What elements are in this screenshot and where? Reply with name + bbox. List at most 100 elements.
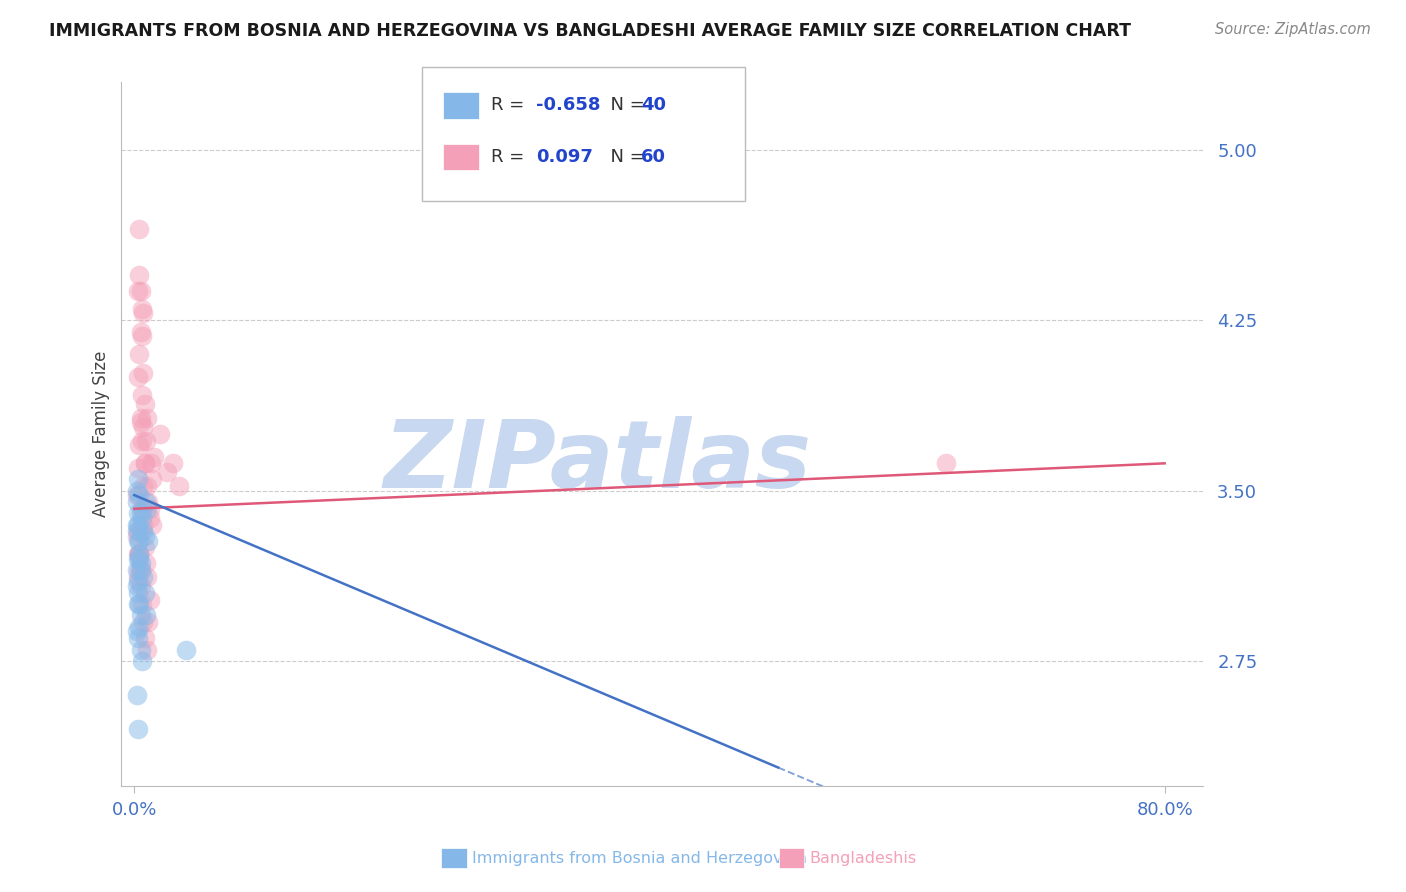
Point [125, 563, 148, 577]
Point [131, 597, 153, 611]
Point [139, 511, 162, 525]
Point [131, 654, 153, 668]
Point [132, 366, 155, 380]
Point [138, 495, 160, 509]
Point [125, 624, 148, 639]
Text: Source: ZipAtlas.com: Source: ZipAtlas.com [1215, 22, 1371, 37]
Point [141, 517, 163, 532]
Point [127, 524, 149, 539]
Point [132, 517, 155, 532]
Text: Immigrants from Bosnia and Herzegovina: Immigrants from Bosnia and Herzegovina [472, 851, 807, 865]
Point [134, 631, 156, 645]
Point [127, 517, 149, 532]
Point [141, 472, 163, 486]
Point [138, 533, 160, 548]
Point [125, 579, 148, 593]
Point [129, 325, 152, 339]
Text: IMMIGRANTS FROM BOSNIA AND HERZEGOVINA VS BANGLADESHI AVERAGE FAMILY SIZE CORREL: IMMIGRANTS FROM BOSNIA AND HERZEGOVINA V… [49, 22, 1132, 40]
Point [129, 416, 152, 430]
Point [125, 529, 148, 543]
Point [129, 524, 152, 539]
Point [129, 579, 152, 593]
Point [129, 556, 152, 570]
Point [131, 388, 153, 402]
Point [139, 592, 162, 607]
Point [127, 461, 149, 475]
Point [125, 483, 148, 498]
Y-axis label: Average Family Size: Average Family Size [93, 351, 110, 517]
Point [134, 456, 156, 470]
Point [132, 306, 155, 320]
Point [134, 456, 156, 470]
Point [136, 411, 159, 425]
Point [128, 533, 150, 548]
Point [136, 570, 159, 584]
Point [131, 501, 153, 516]
Point [125, 517, 148, 532]
Point [132, 479, 155, 493]
Point [127, 586, 149, 600]
Text: N =: N = [599, 96, 651, 114]
Point [136, 479, 159, 493]
Point [135, 556, 157, 570]
Point [129, 411, 152, 425]
Point [127, 472, 149, 486]
Text: 0.097: 0.097 [536, 148, 592, 166]
Point [129, 608, 152, 623]
Point [138, 615, 160, 630]
Point [128, 597, 150, 611]
Point [127, 506, 149, 520]
Point [135, 434, 157, 448]
Point [139, 456, 162, 470]
Point [127, 570, 149, 584]
Point [162, 456, 184, 470]
Point [127, 370, 149, 384]
Point [169, 479, 191, 493]
Point [142, 450, 165, 464]
Point [134, 529, 156, 543]
Point [132, 615, 155, 630]
Point [128, 488, 150, 502]
Point [127, 574, 149, 589]
Point [131, 301, 153, 316]
Point [127, 551, 149, 566]
Point [128, 438, 150, 452]
Point [136, 501, 159, 516]
Point [155, 466, 177, 480]
Point [132, 570, 155, 584]
Point [131, 434, 153, 448]
Point [128, 547, 150, 561]
Point [129, 563, 152, 577]
Point [129, 506, 152, 520]
Text: Bangladeshis: Bangladeshis [810, 851, 917, 865]
Point [128, 563, 150, 577]
Point [129, 284, 152, 298]
Point [127, 631, 149, 645]
Text: ZIPatlas: ZIPatlas [384, 416, 811, 508]
Point [129, 642, 152, 657]
Point [127, 597, 149, 611]
Text: -0.658: -0.658 [536, 96, 600, 114]
Point [129, 563, 152, 577]
Point [134, 397, 156, 411]
Point [131, 329, 153, 343]
Text: 40: 40 [641, 96, 666, 114]
Point [127, 722, 149, 736]
Point [127, 284, 149, 298]
Point [128, 620, 150, 634]
Text: 60: 60 [641, 148, 666, 166]
Point [134, 586, 156, 600]
Point [128, 551, 150, 566]
Point [132, 420, 155, 434]
Text: R =: R = [491, 148, 536, 166]
Text: N =: N = [599, 148, 651, 166]
Point [139, 501, 162, 516]
Point [125, 524, 148, 539]
Point [125, 495, 148, 509]
Text: R =: R = [491, 96, 530, 114]
Point [127, 547, 149, 561]
Point [125, 688, 148, 702]
Point [135, 608, 157, 623]
Point [131, 501, 153, 516]
Point [125, 488, 148, 502]
